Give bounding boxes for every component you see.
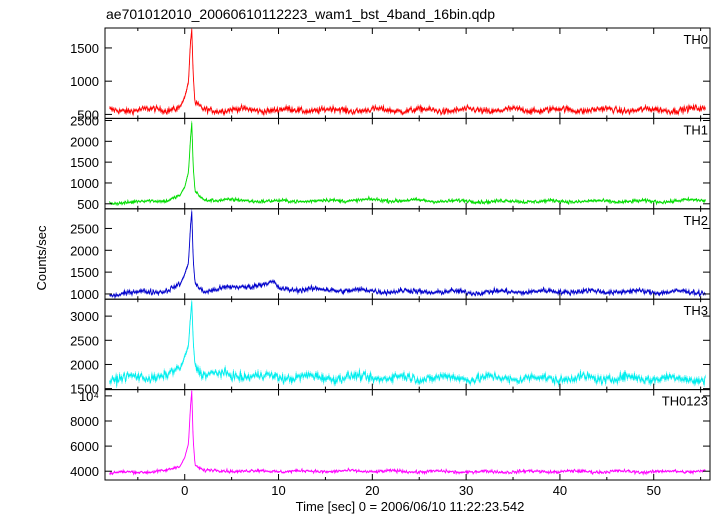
panel-th1: 500 1000 1500 2000 2500 TH1 xyxy=(70,113,711,212)
y-tick-label: 500 xyxy=(77,107,99,122)
panel-frame xyxy=(104,117,711,210)
series-line-th0 xyxy=(109,29,706,116)
y-tick-label: 1000 xyxy=(70,74,99,89)
y-tick-label: 2500 xyxy=(70,113,99,128)
y-tick-label: 500 xyxy=(77,197,99,212)
panel-label: TH0 xyxy=(683,32,708,47)
y-tick-label: 1000 xyxy=(70,287,99,302)
y-tick-label: 2000 xyxy=(70,357,99,372)
x-axis-label: Time [sec] 0 = 2006/06/10 11:22:23.542 xyxy=(296,499,525,514)
y-tick-label: 2500 xyxy=(70,221,99,236)
error-bars-th0123 xyxy=(109,389,706,476)
series-line-th2 xyxy=(109,211,706,299)
y-tick-label: 1500 xyxy=(70,155,99,170)
panel-frame xyxy=(104,208,711,300)
y-tick-label: 1500 xyxy=(70,382,99,397)
y-tick-label: 1500 xyxy=(70,265,99,280)
y-tick-label: 3000 xyxy=(70,309,99,324)
panel-th0: 500 1000 1500 TH0 xyxy=(70,27,711,122)
error-bars-th1 xyxy=(109,120,706,206)
error-bars-th0 xyxy=(109,28,706,117)
y-tick-label: 2000 xyxy=(70,243,99,258)
panel-label: TH1 xyxy=(683,122,708,137)
error-bars-th2 xyxy=(109,209,706,299)
y-tick-label: 1500 xyxy=(70,41,99,56)
y-tick-label: 2000 xyxy=(70,134,99,149)
series-line-th3 xyxy=(109,301,706,387)
y-axis-label: Counts/sec xyxy=(34,225,49,291)
panels-layer: 500 1000 1500 TH0 500 1000 1500 2000 2500 TH1 1000… xyxy=(70,27,711,498)
panel-th3: 1500 2000 2500 3000 TH3 xyxy=(70,298,711,397)
panel-label: TH3 xyxy=(683,303,708,318)
chart-title: ae701012010_20060610112223_wam1_bst_4ban… xyxy=(106,6,495,22)
series-line-th1 xyxy=(109,122,706,206)
panel-th2: 1000 1500 2000 2500 TH2 xyxy=(70,208,711,302)
y-tick-label: 1000 xyxy=(70,176,99,191)
y-tick-label: 2500 xyxy=(70,333,99,348)
panel-label: TH2 xyxy=(683,213,708,228)
